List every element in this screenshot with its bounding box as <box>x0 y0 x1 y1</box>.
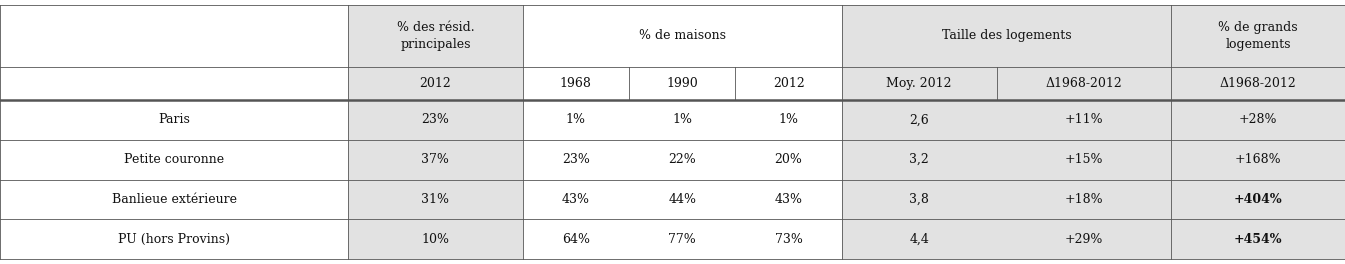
Bar <box>348 140 522 180</box>
Bar <box>736 140 842 180</box>
Bar <box>1171 219 1345 259</box>
Text: 1%: 1% <box>779 113 799 126</box>
Text: Moy. 2012: Moy. 2012 <box>886 77 952 90</box>
Text: 3,2: 3,2 <box>909 153 929 166</box>
Text: 1%: 1% <box>566 113 585 126</box>
Bar <box>736 219 842 259</box>
Text: 73%: 73% <box>775 233 803 246</box>
Text: 44%: 44% <box>668 193 697 206</box>
Bar <box>629 219 736 259</box>
Bar <box>629 180 736 219</box>
Bar <box>0 140 348 180</box>
Bar <box>522 180 629 219</box>
Text: % de maisons: % de maisons <box>639 29 726 43</box>
Text: +29%: +29% <box>1064 233 1103 246</box>
Text: 77%: 77% <box>668 233 697 246</box>
Bar <box>842 100 997 140</box>
Bar <box>1171 5 1345 100</box>
Bar <box>629 140 736 180</box>
Bar <box>0 100 348 140</box>
Text: +15%: +15% <box>1064 153 1103 166</box>
Bar <box>842 5 997 100</box>
Text: +404%: +404% <box>1233 193 1282 206</box>
Bar <box>736 100 842 140</box>
Text: +28%: +28% <box>1239 113 1278 126</box>
Text: % des résid.
principales: % des résid. principales <box>397 21 475 51</box>
Text: 23%: 23% <box>421 113 449 126</box>
Bar <box>736 180 842 219</box>
Text: 22%: 22% <box>668 153 697 166</box>
Text: 1%: 1% <box>672 113 693 126</box>
Text: 10%: 10% <box>421 233 449 246</box>
Bar <box>736 5 842 100</box>
Text: +168%: +168% <box>1235 153 1282 166</box>
Bar <box>522 5 629 100</box>
Text: 64%: 64% <box>562 233 589 246</box>
Bar <box>1171 100 1345 140</box>
Bar <box>842 180 997 219</box>
Text: 4,4: 4,4 <box>909 233 929 246</box>
Bar <box>842 140 997 180</box>
Text: +11%: +11% <box>1064 113 1103 126</box>
Text: 1990: 1990 <box>666 77 698 90</box>
Text: Δ1968-2012: Δ1968-2012 <box>1220 77 1297 90</box>
Text: +454%: +454% <box>1233 233 1282 246</box>
Text: PU (hors Provins): PU (hors Provins) <box>118 233 230 246</box>
Bar <box>997 180 1171 219</box>
Bar <box>1171 140 1345 180</box>
Bar <box>629 100 736 140</box>
Bar <box>0 219 348 259</box>
Text: 43%: 43% <box>562 193 589 206</box>
Bar <box>522 219 629 259</box>
Bar <box>348 180 522 219</box>
Bar <box>997 140 1171 180</box>
Bar <box>629 5 736 100</box>
Text: 31%: 31% <box>421 193 449 206</box>
Bar <box>348 219 522 259</box>
Text: 43%: 43% <box>775 193 803 206</box>
Text: % de grands
logements: % de grands logements <box>1219 21 1298 51</box>
Text: 1968: 1968 <box>560 77 592 90</box>
Bar <box>1171 180 1345 219</box>
Text: Petite couronne: Petite couronne <box>124 153 225 166</box>
Bar <box>842 219 997 259</box>
Text: 2,6: 2,6 <box>909 113 929 126</box>
Text: 2012: 2012 <box>773 77 804 90</box>
Bar <box>0 180 348 219</box>
Text: 2012: 2012 <box>420 77 452 90</box>
Bar <box>997 5 1171 100</box>
Text: +18%: +18% <box>1064 193 1103 206</box>
Text: 20%: 20% <box>775 153 803 166</box>
Text: 37%: 37% <box>421 153 449 166</box>
Text: Paris: Paris <box>159 113 190 126</box>
Text: Banlieue extérieure: Banlieue extérieure <box>112 193 237 206</box>
Text: 23%: 23% <box>562 153 589 166</box>
Bar <box>997 219 1171 259</box>
Bar <box>348 5 522 100</box>
Text: Δ1968-2012: Δ1968-2012 <box>1045 77 1122 90</box>
Bar <box>522 140 629 180</box>
Bar <box>997 100 1171 140</box>
Bar <box>348 100 522 140</box>
Text: Taille des logements: Taille des logements <box>941 29 1071 43</box>
Text: 3,8: 3,8 <box>909 193 929 206</box>
Bar <box>522 100 629 140</box>
Bar <box>0 5 348 100</box>
